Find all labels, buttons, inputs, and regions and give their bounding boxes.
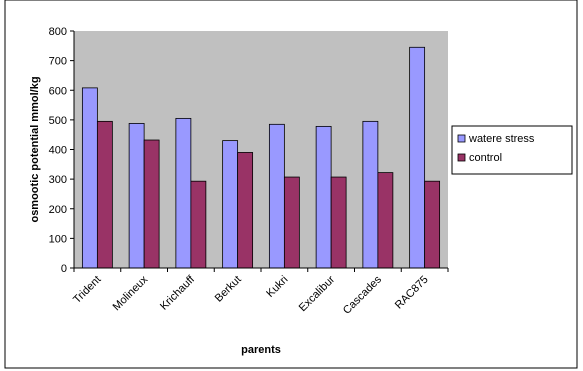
bar-watere-stress-krichauff [175, 117, 192, 269]
legend-label-control: control [469, 152, 502, 164]
legend-label-watere-stress: watere stress [468, 133, 535, 145]
y-tick-label: 0 [61, 263, 67, 275]
bar-control-berkut [237, 152, 254, 269]
bar-control-kukri [283, 176, 300, 269]
bars-layer [81, 46, 441, 269]
y-axis-title: osmootic potential mmol/kg [29, 76, 41, 222]
bar-watere-stress-cascades [362, 120, 379, 269]
bar-watere-stress-excalibur [315, 125, 332, 269]
bar-control-trident [96, 120, 113, 269]
bar-control-rac875 [424, 180, 441, 269]
bar-watere-stress-rac875 [409, 46, 426, 269]
y-tick-label: 300 [49, 174, 67, 186]
y-tick-label: 800 [49, 26, 67, 38]
bar-control-excalibur [330, 176, 347, 269]
x-axis-title: parents [241, 344, 281, 356]
legend: watere stress control [451, 125, 573, 175]
bar-watere-stress-molineux [128, 123, 145, 269]
legend-swatch-watere-stress [457, 134, 466, 143]
bar-watere-stress-trident [81, 87, 98, 269]
legend-swatch-control [457, 153, 466, 162]
legend-box [451, 125, 573, 175]
bar-control-molineux [143, 139, 160, 269]
y-axis-ticks: 0 100 200 300 400 500 600 700 800 [49, 26, 74, 275]
y-tick-label: 200 [49, 204, 67, 216]
y-tick-label: 600 [49, 85, 67, 97]
bar-watere-stress-berkut [222, 140, 239, 269]
bar-watere-stress-kukri [268, 123, 285, 269]
y-tick-label: 400 [49, 145, 67, 157]
y-tick-label: 700 [49, 56, 67, 68]
y-tick-label: 100 [49, 233, 67, 245]
bar-control-krichauff [190, 180, 207, 269]
y-tick-label: 500 [49, 115, 67, 127]
bar-control-cascades [377, 172, 394, 269]
